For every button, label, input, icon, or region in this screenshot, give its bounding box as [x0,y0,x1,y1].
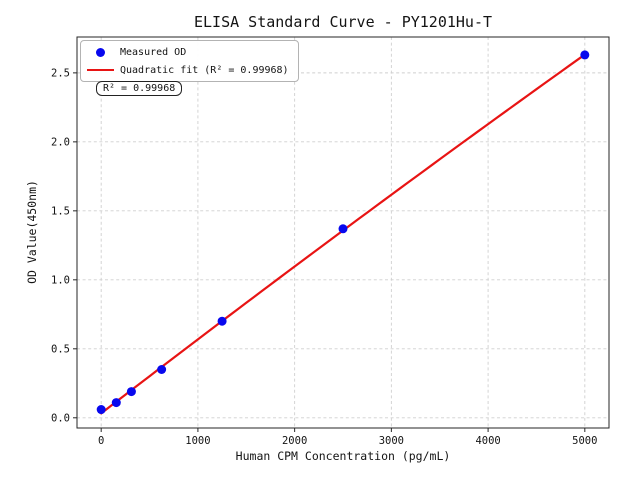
y-tick-label: 1.0 [51,274,70,286]
y-tick-label: 2.0 [51,136,70,148]
x-tick-label: 3000 [379,435,404,447]
x-tick-label: 5000 [572,435,597,447]
x-axis-label: Human CPM Concentration (pg/mL) [235,449,451,463]
data-point-5000 [580,50,590,60]
y-tick-label: 1.5 [51,205,70,217]
legend-item-quadratic-fit: Quadratic fit (R² = 0.99968) [87,63,289,77]
legend-label-quadratic-fit: Quadratic fit (R² = 0.99968) [120,64,289,76]
x-tick-label: 4000 [475,435,500,447]
data-point-312.5 [126,387,136,397]
legend-item-measured-od: Measured OD [87,45,289,59]
legend: Measured OD Quadratic fit (R² = 0.99968) [80,40,299,82]
quadratic-fit-line [100,53,586,415]
data-point-0 [96,405,106,415]
fit-line-marker-icon [87,68,114,72]
data-point-1250 [217,316,227,326]
scatter-marker-icon [96,47,105,57]
data-point-156.25 [111,398,121,408]
x-tick-label: 1000 [185,435,210,447]
plot-border [76,36,610,429]
data-point-2500 [338,224,348,234]
y-tick-label: 0.5 [51,343,70,355]
legend-swatch [87,68,114,72]
data-point-625 [157,365,167,375]
x-tick-label: 0 [98,435,104,447]
legend-swatch [87,47,114,57]
y-tick-label: 2.5 [51,67,70,79]
r-squared-annotation: R² = 0.99968 [96,81,183,96]
y-axis-label: OD Value(450nm) [25,180,39,284]
legend-label-measured-od: Measured OD [120,46,187,58]
x-tick-label: 2000 [282,435,307,447]
y-tick-label: 0.0 [51,412,70,424]
chart-title: ELISA Standard Curve - PY1201Hu-T [193,13,492,31]
